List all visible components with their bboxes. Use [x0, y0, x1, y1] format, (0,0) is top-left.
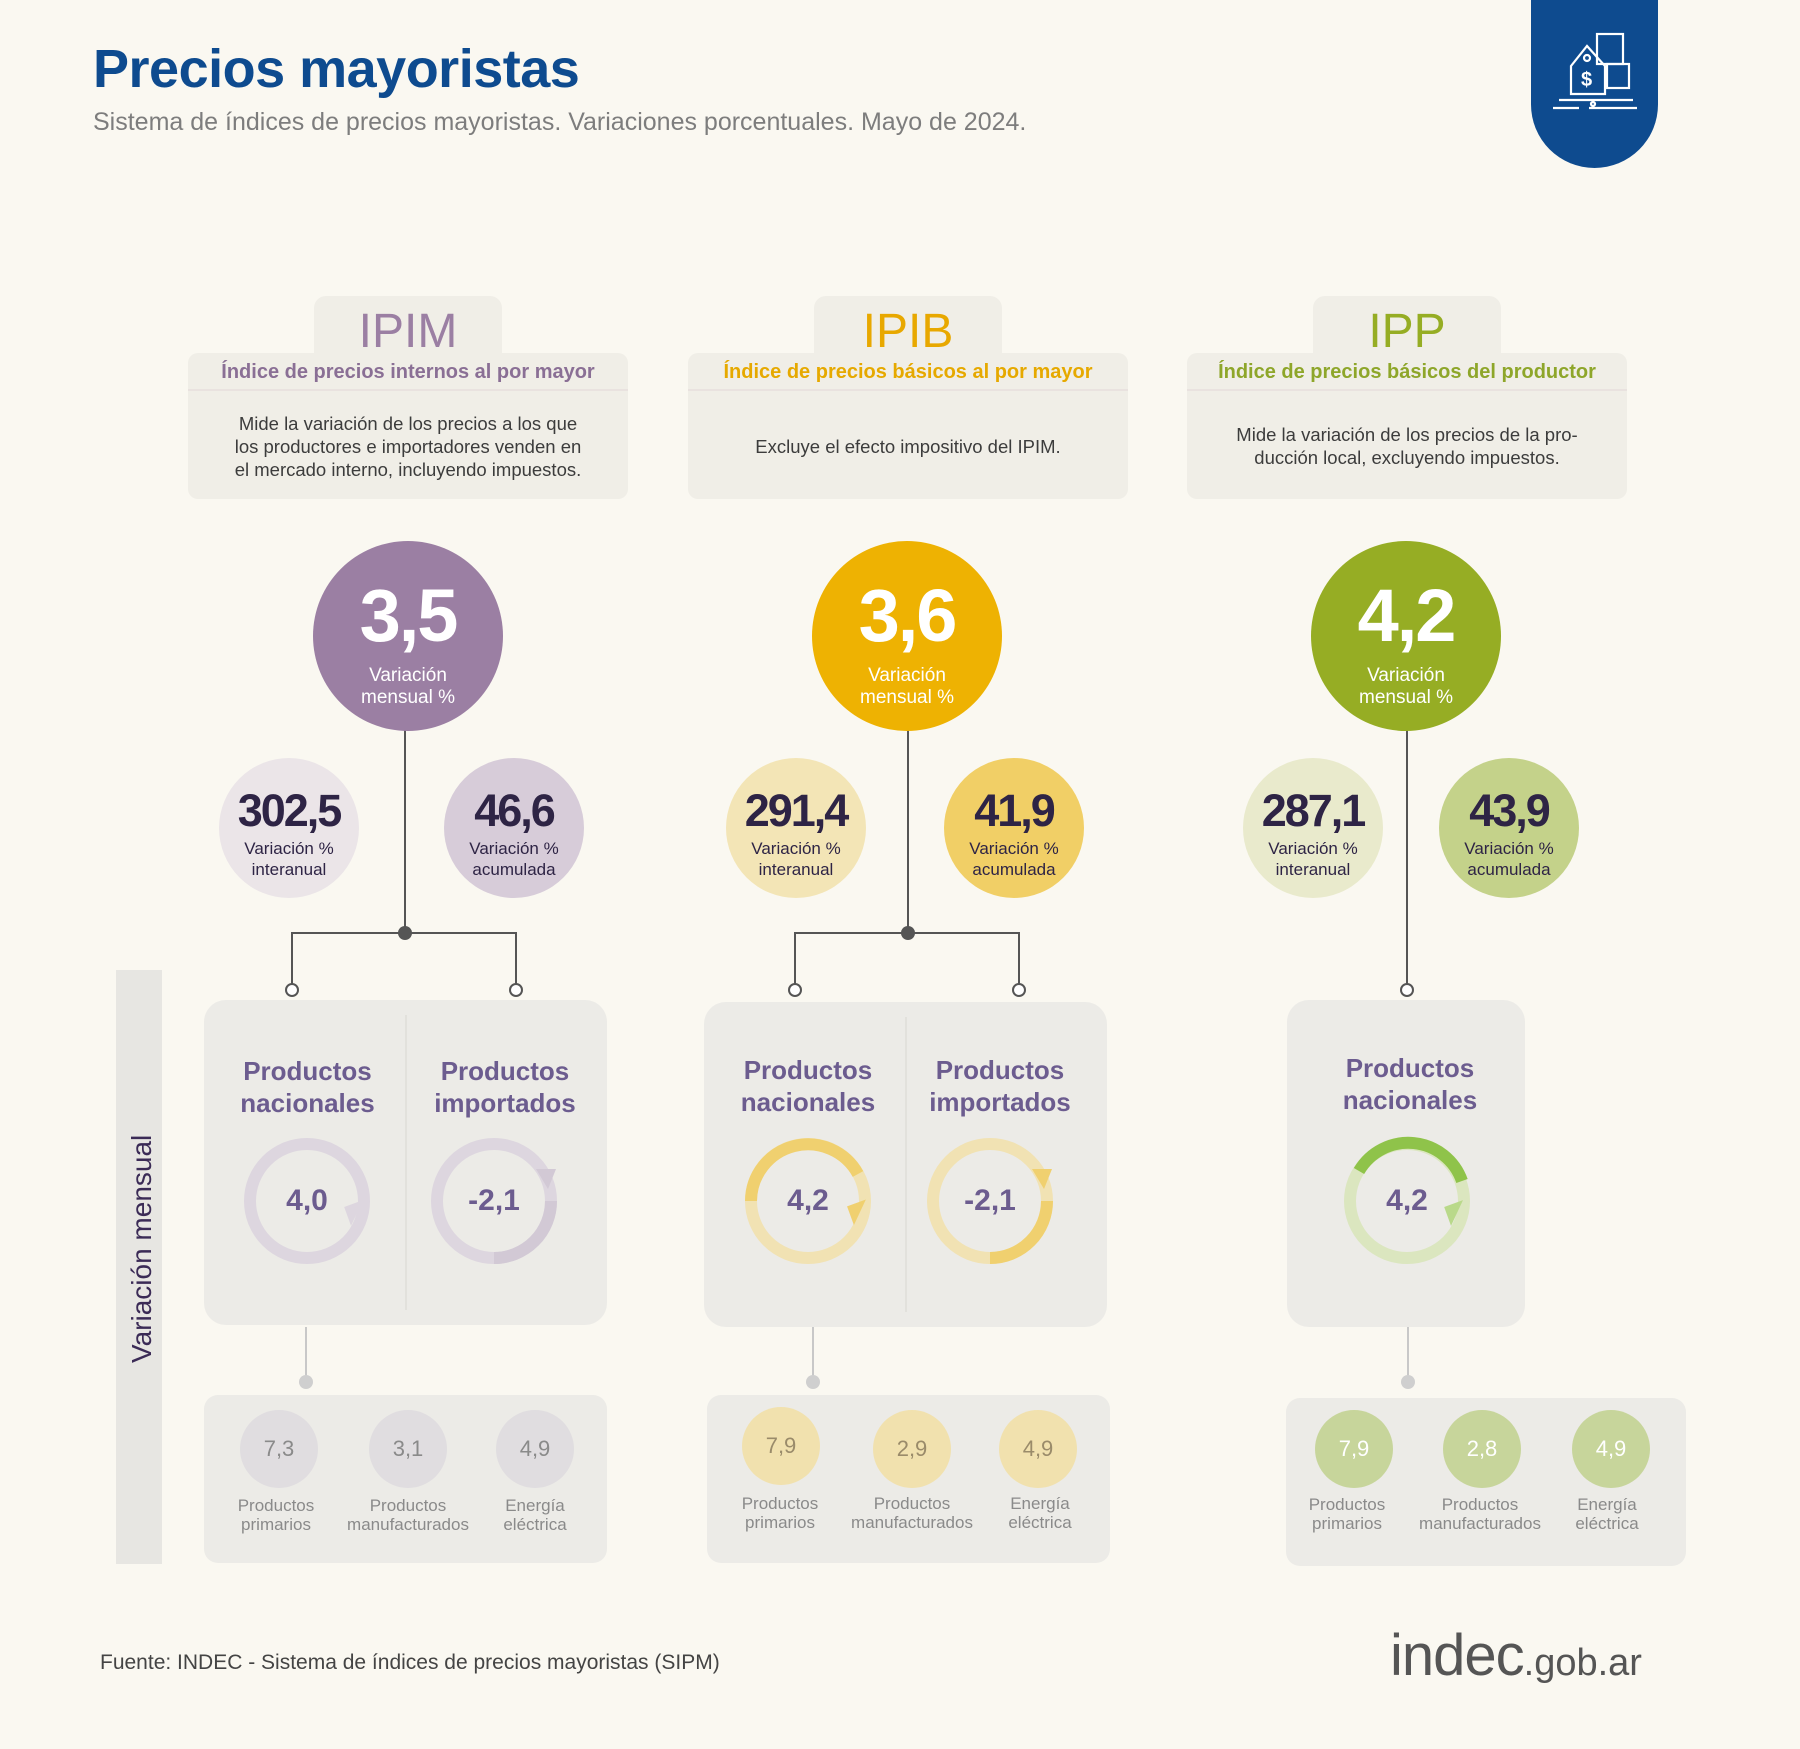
ipim-acumulada-circle: 46,6 Variación % acumulada [444, 758, 584, 898]
ipp-monthly-value: 4,2 [1357, 574, 1457, 657]
ipim-importados-value: -2,1 [468, 1184, 520, 1217]
page-title: Precios mayoristas [93, 39, 580, 99]
ipim-nacionales-ring-icon [244, 1138, 370, 1264]
logo-main: indec [1390, 1623, 1525, 1688]
ipib-sub-primarios-label: Productos primarios [741, 1494, 819, 1532]
ipib-description: Excluye el efecto impositivo del IPIM. [755, 435, 1061, 457]
junction-dot [901, 926, 915, 940]
ipim-definition-box: Índice de precios internos al por mayor … [188, 353, 628, 499]
ipp-nacionales-value: 4,2 [1386, 1184, 1428, 1217]
indec-logo[interactable]: indec.gob.ar [1390, 1622, 1642, 1689]
ipp-monthly-label: Variación mensual % [1359, 665, 1453, 708]
ipim-interanual-value: 302,5 [237, 785, 343, 836]
logo-domain: .gob.ar [1523, 1642, 1642, 1684]
source-note: Fuente: INDEC - Sistema de índices de pr… [100, 1651, 720, 1674]
ipp-nacionales-title: Productos nacionales [1342, 1053, 1478, 1115]
ipp-interanual-label: Variación % interanual [1268, 839, 1358, 879]
ipp-sub-energia-value: 4,9 [1572, 1410, 1650, 1488]
ipib-monthly-label: Variación mensual % [860, 665, 954, 708]
ipim-sub-manufacturados-label: Productos manufacturados [347, 1496, 469, 1534]
ipp-interanual-circle: 287,1 Variación % interanual [1243, 758, 1383, 898]
ipib-monthly-value: 3,6 [858, 574, 958, 657]
ipp-definition-box: Índice de precios básicos del productor … [1187, 353, 1627, 499]
ipib-nacionales-title: Productos nacionales [740, 1055, 876, 1117]
panel-divider [405, 1015, 407, 1310]
ipim-nacionales-title: Productos nacionales [240, 1056, 375, 1118]
ipib-name: Índice de precios básicos al por mayor [688, 353, 1128, 391]
ipim-description: Mide la variación de los precios a los q… [234, 412, 582, 480]
side-bar [116, 970, 162, 1564]
ipib-sub-energia-label: Energía eléctrica [1008, 1494, 1072, 1532]
ipib-definition-box: Índice de precios básicos al por mayor E… [688, 353, 1128, 499]
ipim-sub-manufacturados-value: 3,1 [369, 1410, 447, 1488]
ipib-acumulada-label: Variación % acumulada [969, 839, 1059, 879]
ipib-acumulada-value: 41,9 [974, 785, 1056, 836]
price-tag-boxes-icon: $ [1553, 32, 1637, 110]
svg-text:$: $ [1581, 69, 1592, 91]
ipim-interanual-label: Variación % interanual [244, 839, 334, 879]
ipib-interanual-label: Variación % interanual [751, 839, 841, 879]
ipib-nacionales-ring-icon [745, 1138, 871, 1264]
ipim-monthly-circle: 3,5 Variación mensual % [313, 541, 503, 731]
ipim-monthly-label: Variación mensual % [361, 665, 455, 708]
ipp-sub-primarios-value: 7,9 [1315, 1410, 1393, 1488]
ipib-nacionales-value: 4,2 [787, 1184, 829, 1217]
ipp-sub-primarios-label: Productos primarios [1308, 1495, 1386, 1533]
ipp-acumulada-circle: 43,9 Variación % acumulada [1439, 758, 1579, 898]
ipp-name: Índice de precios básicos del productor [1187, 353, 1627, 391]
ipib-importados-ring-icon [927, 1138, 1053, 1264]
ipp-acumulada-label: Variación % acumulada [1464, 839, 1554, 879]
page-subtitle: Sistema de índices de precios mayoristas… [93, 108, 1027, 136]
ipim-importados-title: Productos importados [434, 1056, 576, 1118]
ipp-description: Mide la variación de los precios de la p… [1236, 424, 1578, 468]
ipp-nacionales-ring-icon [1344, 1136, 1470, 1264]
ipib-acumulada-circle: 41,9 Variación % acumulada [944, 758, 1084, 898]
ipib-sub-manufacturados-value: 2,9 [873, 1410, 951, 1488]
ipib-interanual-value: 291,4 [744, 785, 850, 836]
ipim-sub-energia-value: 4,9 [496, 1410, 574, 1488]
ipim-sub-energia-label: Energía eléctrica [503, 1496, 567, 1534]
header-badge: $ [1531, 0, 1658, 168]
ipim-acumulada-value: 46,6 [474, 785, 556, 836]
ipib-sub-energia-value: 4,9 [999, 1410, 1077, 1488]
ipp-sub-manufacturados-label: Productos manufacturados [1419, 1495, 1541, 1533]
ipib-acronym: IPIB [814, 296, 1002, 360]
ipib-importados-title: Productos importados [929, 1055, 1071, 1117]
ipib-monthly-circle: 3,6 Variación mensual % [812, 541, 1002, 731]
ipib-sub-manufacturados-label: Productos manufacturados [851, 1494, 973, 1532]
ipp-sub-energia-label: Energía eléctrica [1575, 1495, 1639, 1533]
ipib-sub-primarios-value: 7,9 [742, 1407, 820, 1485]
ipim-interanual-circle: 302,5 Variación % interanual [219, 758, 359, 898]
panel-divider [905, 1017, 907, 1312]
ipib-interanual-circle: 291,4 Variación % interanual [726, 758, 866, 898]
ipim-importados-ring-icon [431, 1138, 557, 1264]
ipib-importados-value: -2,1 [964, 1184, 1016, 1217]
ipim-sub-primarios-label: Productos primarios [237, 1496, 315, 1534]
ipp-products-panel [1287, 1000, 1525, 1327]
ipim-acronym: IPIM [314, 296, 502, 360]
junction-dot [398, 926, 412, 940]
ipim-acumulada-label: Variación % acumulada [469, 839, 559, 879]
ipp-acronym: IPP [1313, 296, 1501, 360]
ipp-acumulada-value: 43,9 [1469, 785, 1551, 836]
ipim-sub-primarios-value: 7,3 [240, 1410, 318, 1488]
ipp-sub-manufacturados-value: 2,8 [1443, 1410, 1521, 1488]
ipim-nacionales-value: 4,0 [286, 1184, 328, 1217]
ipim-name: Índice de precios internos al por mayor [188, 353, 628, 391]
ipp-monthly-circle: 4,2 Variación mensual % [1311, 541, 1501, 731]
ipim-monthly-value: 3,5 [359, 574, 459, 657]
ipp-interanual-value: 287,1 [1261, 785, 1367, 836]
